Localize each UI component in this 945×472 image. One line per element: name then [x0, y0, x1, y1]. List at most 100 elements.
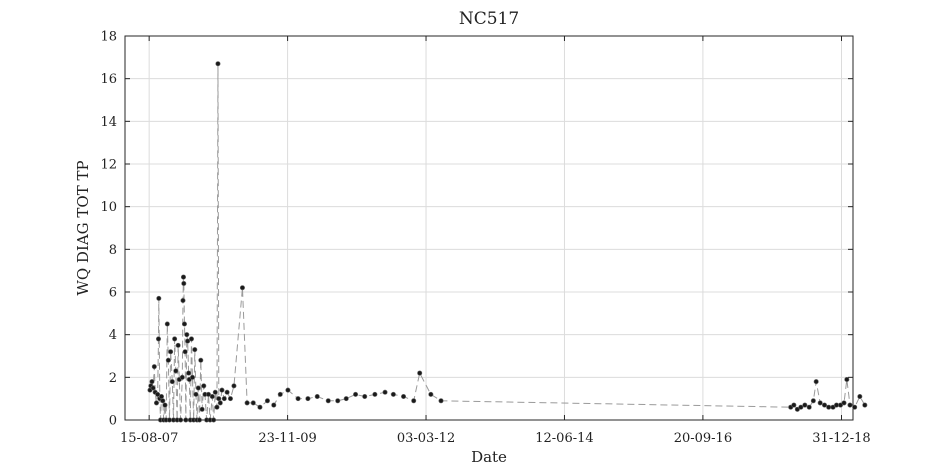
data-point	[325, 398, 331, 404]
data-point	[172, 336, 178, 342]
x-tick-labels: 15-08-07 23-11-09 03-03-12 12-06-14 20-09-16…	[120, 36, 871, 446]
data-point	[164, 321, 170, 327]
data-point	[285, 387, 291, 393]
data-point	[822, 402, 828, 408]
data-point	[155, 391, 161, 397]
y-tick-label: 8	[109, 243, 117, 258]
data-point	[382, 389, 388, 395]
data-point	[401, 394, 407, 400]
data-point	[192, 347, 198, 353]
data-point	[209, 394, 215, 400]
data-point	[411, 398, 417, 404]
data-point	[181, 321, 187, 327]
data-point	[217, 400, 223, 406]
data-point	[219, 387, 225, 393]
y-tick-label: 18	[100, 30, 117, 45]
data-point	[205, 391, 211, 397]
data-point	[239, 285, 245, 291]
y-tick-label: 6	[109, 286, 117, 301]
data-point	[158, 394, 164, 400]
data-point	[852, 404, 858, 410]
series-line	[149, 63, 866, 421]
y-tick-label: 16	[100, 72, 117, 87]
data-point	[212, 389, 218, 395]
plot-frame	[124, 35, 854, 421]
y-tick-label: 4	[109, 328, 117, 343]
data-point	[277, 391, 283, 397]
x-gridlines	[148, 36, 843, 420]
data-point	[231, 383, 237, 389]
x-tick-label: 31-12-18	[812, 431, 870, 446]
x-tick-label: 03-03-12	[397, 431, 455, 446]
data-point	[193, 391, 199, 397]
data-point	[185, 338, 191, 344]
data-point	[181, 280, 187, 286]
data-point	[214, 404, 220, 410]
y-gridlines	[125, 78, 853, 378]
y-tick-label: 12	[100, 158, 117, 173]
data-point	[188, 336, 194, 342]
y-tick-label: 0	[109, 414, 117, 429]
x-tick-label: 12-06-14	[535, 431, 593, 446]
data-points	[147, 61, 868, 423]
data-point	[417, 370, 423, 376]
data-point	[149, 379, 155, 385]
data-point	[244, 400, 250, 406]
data-point	[173, 368, 179, 374]
data-point	[175, 342, 181, 348]
data-point	[201, 383, 207, 389]
data-point	[257, 404, 263, 410]
data-point	[335, 398, 341, 404]
data-point	[806, 404, 812, 410]
chart-title: NC517	[459, 9, 519, 29]
data-point	[180, 274, 186, 280]
data-point	[250, 400, 256, 406]
data-point	[802, 402, 808, 408]
data-point	[150, 385, 156, 391]
data-point	[168, 349, 174, 355]
data-point	[180, 298, 186, 304]
data-point	[199, 406, 205, 412]
data-point	[227, 396, 233, 402]
x-tick-label: 23-11-09	[258, 431, 316, 446]
data-point	[264, 398, 270, 404]
data-point	[153, 400, 159, 406]
data-point	[428, 391, 434, 397]
data-point	[155, 336, 161, 342]
data-point	[305, 396, 311, 402]
data-point	[211, 417, 217, 423]
data-point	[857, 394, 863, 400]
data-point	[372, 391, 378, 397]
data-point	[844, 376, 850, 382]
x-tick-label: 15-08-07	[120, 431, 178, 446]
y-tick-label: 2	[109, 371, 117, 386]
data-point	[156, 295, 162, 301]
data-point	[353, 391, 359, 397]
x-axis-label: Date	[471, 448, 507, 466]
data-point	[169, 379, 175, 385]
data-point	[165, 357, 171, 363]
data-point	[813, 379, 819, 385]
data-point	[182, 349, 188, 355]
y-tick-label: 14	[100, 115, 117, 130]
data-point	[179, 374, 185, 380]
data-point	[390, 391, 396, 397]
data-point	[160, 398, 166, 404]
data-point	[295, 396, 301, 402]
data-point	[178, 417, 184, 423]
data-point	[862, 402, 868, 408]
data-point	[184, 332, 190, 338]
data-point	[196, 417, 202, 423]
data-point	[183, 417, 189, 423]
data-point	[198, 357, 204, 363]
x-tick-label: 20-09-16	[674, 431, 732, 446]
data-point	[162, 402, 168, 408]
data-point	[314, 394, 320, 400]
data-point	[343, 396, 349, 402]
data-point	[195, 385, 201, 391]
data-point	[215, 61, 221, 67]
data-point	[216, 396, 222, 402]
data-point	[221, 396, 227, 402]
data-point	[847, 402, 853, 408]
